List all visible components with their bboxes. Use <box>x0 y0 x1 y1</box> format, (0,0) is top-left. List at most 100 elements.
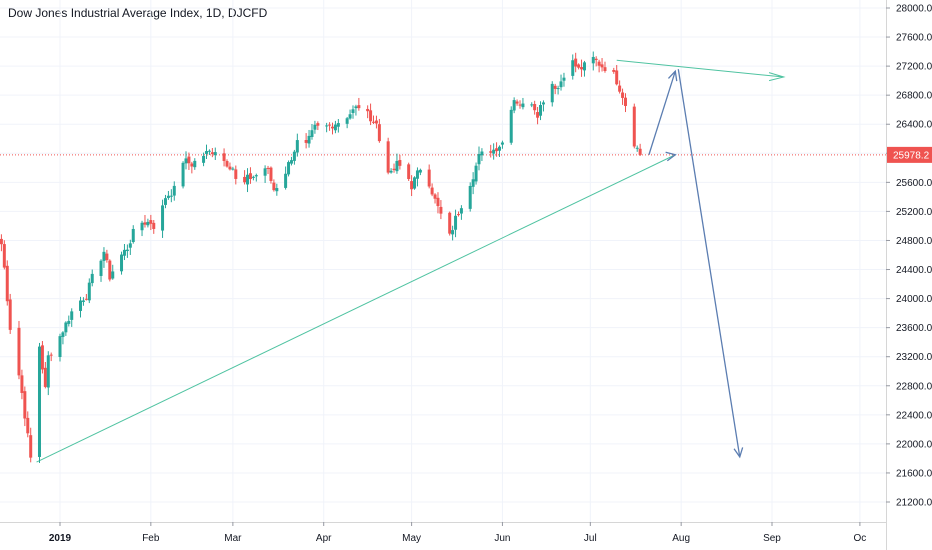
candle-body <box>295 140 299 153</box>
candle-body <box>243 176 247 183</box>
projection-down-arrow <box>677 69 741 458</box>
candle-body <box>20 375 24 393</box>
candle-body <box>23 391 27 419</box>
candle-body <box>61 332 65 337</box>
candle-body <box>536 112 540 118</box>
candle-body <box>413 177 417 189</box>
candle-body <box>120 254 124 272</box>
candle-body <box>354 106 358 109</box>
candle-body <box>635 147 639 149</box>
y-tick-label: 25600.0 <box>896 178 932 189</box>
candle-body <box>330 126 334 129</box>
y-tick-label: 24800.0 <box>896 236 932 247</box>
x-tick-label: Apr <box>316 533 332 544</box>
candle-body <box>348 114 352 119</box>
candle-body <box>99 260 103 276</box>
candle-body <box>556 88 560 90</box>
candle-body <box>521 103 525 108</box>
candle-body <box>459 208 463 214</box>
candle-body <box>415 170 419 179</box>
candle-body <box>345 118 349 124</box>
candle-body <box>248 173 252 180</box>
candle-body <box>582 62 586 71</box>
candle-body <box>272 182 276 191</box>
candle-body <box>632 106 636 147</box>
candle-body <box>108 260 112 280</box>
candle-body <box>263 168 267 176</box>
y-tick-label: 27600.0 <box>896 33 932 44</box>
candle-body <box>46 355 50 388</box>
candle-body <box>184 158 188 164</box>
candle-body <box>140 222 144 231</box>
candle-body <box>623 97 627 106</box>
candle-body <box>407 164 411 179</box>
candle-body <box>64 322 68 333</box>
y-tick-label: 25200.0 <box>896 207 932 218</box>
candle-body <box>102 251 106 261</box>
candle-body <box>427 169 431 187</box>
y-tick-label: 21600.0 <box>896 468 932 479</box>
projection-up-arrow <box>648 71 676 155</box>
candle-body <box>480 151 484 156</box>
candle-body <box>275 188 279 192</box>
y-tick-label: 27200.0 <box>896 62 932 73</box>
candle-body <box>336 123 340 127</box>
y-tick-label: 22800.0 <box>896 381 932 392</box>
candle-body <box>612 69 616 72</box>
candle-body <box>287 162 291 175</box>
candle-body <box>571 60 575 76</box>
candle-body <box>122 249 126 256</box>
candle-body <box>448 212 452 234</box>
candle-body <box>615 70 619 85</box>
candle-body <box>81 300 85 302</box>
candle-body <box>559 81 563 88</box>
candle-body <box>202 155 206 163</box>
y-tick-label: 21200.0 <box>896 498 932 509</box>
candle-body <box>372 121 376 123</box>
candle-body <box>430 187 434 195</box>
candle-body <box>163 198 167 205</box>
candle-body <box>187 156 191 164</box>
candle-body <box>489 151 493 153</box>
x-tick-label: Oc <box>853 533 866 544</box>
candle-body <box>433 194 437 199</box>
y-tick-label: 26800.0 <box>896 91 932 102</box>
candle-body <box>495 148 499 152</box>
candle-body <box>231 168 235 170</box>
candle-body <box>29 435 33 458</box>
candle-body <box>207 150 211 152</box>
candle-body <box>638 148 642 155</box>
candle-body <box>181 162 185 187</box>
candle-body <box>269 167 273 181</box>
candle-body <box>169 195 173 197</box>
candle-body <box>79 300 83 311</box>
candle-body <box>328 124 332 126</box>
candle-body <box>468 185 472 209</box>
candle-body <box>591 56 595 64</box>
candle-body <box>509 109 513 143</box>
candle-body <box>43 367 47 387</box>
candle-body <box>125 249 129 252</box>
candle-body <box>67 320 71 324</box>
x-tick-label: Sep <box>763 533 781 544</box>
candle-body <box>386 141 390 173</box>
candle-body <box>474 165 478 182</box>
candle-body <box>418 169 422 173</box>
candle-body <box>190 163 194 167</box>
candle-body <box>17 327 21 376</box>
candle-body <box>454 215 458 230</box>
candle-body <box>518 104 522 106</box>
candle-body <box>492 149 496 154</box>
current-price-label: 25978.2 <box>893 150 930 161</box>
candle-body <box>5 265 9 302</box>
candle-body <box>366 108 370 112</box>
candle-body <box>0 238 3 245</box>
grid-layer <box>0 0 886 522</box>
candle-body <box>292 151 296 161</box>
candle-body <box>131 228 135 243</box>
candle-body <box>577 64 581 68</box>
candle-body <box>143 222 147 225</box>
candle-body <box>471 179 475 187</box>
